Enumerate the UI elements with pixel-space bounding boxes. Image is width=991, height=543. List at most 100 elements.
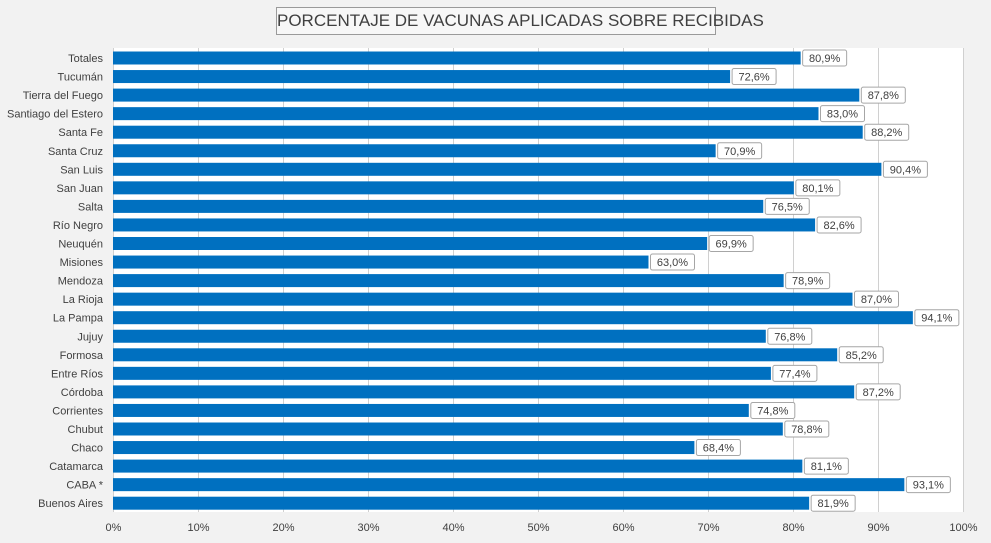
category-label: Tucumán <box>58 72 103 84</box>
category-label: La Pampa <box>53 313 104 325</box>
data-label: 83,0% <box>827 109 858 121</box>
data-label: 87,8% <box>868 90 899 102</box>
bar <box>113 292 853 306</box>
bar <box>113 162 882 176</box>
data-label: 81,9% <box>818 498 849 510</box>
category-label: Formosa <box>60 350 104 362</box>
bar <box>113 348 838 362</box>
x-tick-label: 70% <box>697 522 719 534</box>
data-label-box <box>695 439 741 457</box>
data-label-box <box>708 235 754 252</box>
data-label-box <box>820 105 865 123</box>
data-label-box <box>650 253 695 271</box>
x-tick-label: 40% <box>442 522 464 534</box>
data-label-box <box>795 179 841 197</box>
data-label: 72,6% <box>738 72 769 84</box>
data-label: 87,2% <box>863 387 894 399</box>
data-label-box <box>772 364 818 382</box>
bar <box>113 107 819 121</box>
x-tick-label: 60% <box>612 522 634 534</box>
data-label-box <box>816 216 862 234</box>
bar <box>113 385 855 399</box>
category-label: Corrientes <box>52 405 103 417</box>
x-tick-label: 20% <box>272 522 294 534</box>
category-label: Jujuy <box>77 331 103 343</box>
data-label-box <box>764 197 810 215</box>
data-label: 78,8% <box>791 424 822 436</box>
x-tick-label: 90% <box>867 522 889 534</box>
data-label: 93,1% <box>913 480 944 492</box>
data-label-box <box>802 49 848 67</box>
data-label-box <box>810 494 856 512</box>
bar <box>113 70 731 84</box>
category-label: Río Negro <box>53 220 103 232</box>
data-label: 63,0% <box>657 257 688 269</box>
data-label: 88,2% <box>871 127 902 139</box>
category-label: Santa Cruz <box>48 146 103 158</box>
bar <box>113 274 784 288</box>
data-label: 81,1% <box>811 461 842 473</box>
data-label-box <box>855 383 901 401</box>
category-label: La Rioja <box>63 294 104 306</box>
data-label: 87,0% <box>861 294 892 306</box>
data-label-box <box>860 86 906 104</box>
category-label: Catamarca <box>49 461 104 473</box>
category-label: Córdoba <box>61 387 104 399</box>
category-label: Totales <box>68 53 103 65</box>
category-label: San Juan <box>57 183 103 195</box>
data-label-box <box>864 123 910 141</box>
x-tick-label: 0% <box>106 522 122 534</box>
bar <box>113 496 810 510</box>
bar <box>113 311 913 325</box>
x-tick-label: 100% <box>949 522 977 534</box>
bar <box>113 403 749 417</box>
data-label: 78,9% <box>792 276 823 288</box>
data-label-box <box>905 476 951 494</box>
bar <box>113 144 716 158</box>
bar <box>113 125 863 139</box>
bar <box>113 422 783 436</box>
category-label: Buenos Aires <box>38 498 103 510</box>
data-label: 94,1% <box>921 313 952 325</box>
data-label: 74,8% <box>757 405 788 417</box>
category-label: Santa Fe <box>58 127 103 139</box>
category-label: Santiago del Estero <box>7 109 103 121</box>
data-label-box <box>717 142 763 160</box>
data-label: 69,9% <box>716 239 747 251</box>
category-label: Tierra del Fuego <box>23 90 103 102</box>
data-label: 76,5% <box>772 201 803 213</box>
bar <box>113 199 764 213</box>
x-tick-label: 30% <box>357 522 379 534</box>
data-label-box <box>838 346 884 364</box>
chart-title: PORCENTAJE DE VACUNAS APLICADAS SOBRE RE… <box>276 7 764 35</box>
data-label-box <box>914 309 960 327</box>
data-label-box <box>882 160 928 178</box>
data-label-box <box>784 420 830 438</box>
data-label-box <box>854 290 899 308</box>
bar <box>113 366 771 380</box>
category-label: Chubut <box>68 424 103 436</box>
data-label: 85,2% <box>846 350 877 362</box>
category-label: CABA * <box>66 480 103 492</box>
data-label: 70,9% <box>724 146 755 158</box>
bar <box>113 329 766 343</box>
data-label-box <box>803 457 849 475</box>
data-label: 68,4% <box>703 443 734 455</box>
bar <box>113 255 649 269</box>
category-label: Misiones <box>60 257 104 269</box>
bar <box>113 441 695 455</box>
category-label: Entre Ríos <box>51 368 103 380</box>
x-tick-label: 10% <box>187 522 209 534</box>
bar <box>113 181 794 195</box>
data-label-box <box>767 327 813 345</box>
bar <box>113 459 803 473</box>
data-label-box <box>731 68 777 86</box>
category-label: San Luis <box>60 164 103 176</box>
category-label: Mendoza <box>58 276 104 288</box>
category-label: Chaco <box>71 443 103 455</box>
bar <box>113 237 708 250</box>
data-label: 82,6% <box>823 220 854 232</box>
data-label: 80,9% <box>809 53 840 65</box>
